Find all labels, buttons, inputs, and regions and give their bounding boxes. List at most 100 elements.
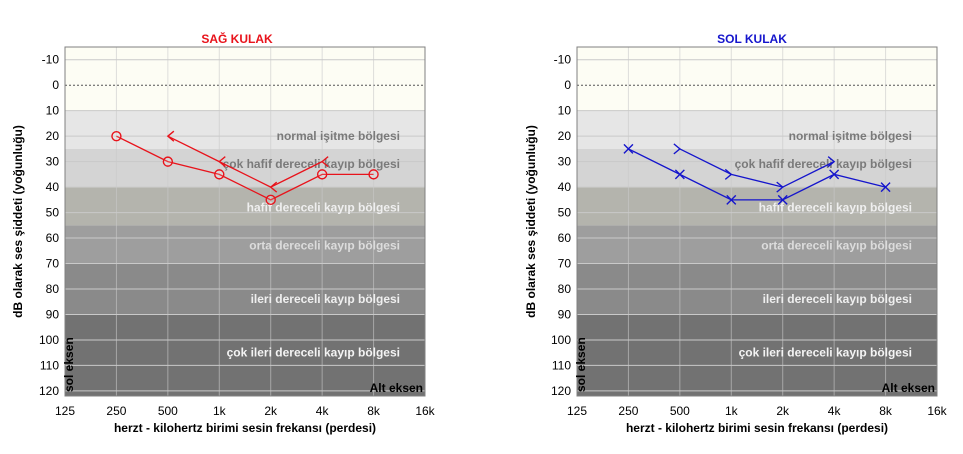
plot-frame	[64, 46, 426, 397]
y-axis-label: dB olarak ses şiddeti (yoğunluğu)	[11, 125, 25, 318]
x-tick-label: 2k	[264, 404, 278, 418]
zone-band	[65, 187, 425, 226]
chart-title: SAĞ KULAK	[201, 31, 273, 46]
zone-label: normal işitme bölgesi	[789, 129, 912, 143]
data-point-x	[777, 194, 788, 205]
x-tick-label: 16k	[927, 404, 947, 418]
y-tick-label: 90	[558, 307, 572, 321]
data-point-bracket	[269, 181, 278, 193]
x-tick-label: 4k	[828, 404, 842, 418]
y-tick-label: 110	[40, 358, 59, 372]
zone-label: çok hafif dereceli kayıp bölgesi	[735, 157, 912, 171]
x-tick-label: 500	[158, 404, 178, 418]
y-tick-label: 40	[46, 180, 60, 194]
data-point-x	[829, 169, 840, 180]
data-point-bracket	[218, 156, 226, 168]
y-axis-label: dB olarak ses şiddeti (yoğunluğu)	[524, 125, 538, 318]
y-tick-label: 20	[46, 129, 60, 143]
y-tick-label: 60	[558, 231, 572, 245]
y-tick-label: 70	[558, 257, 572, 271]
bottom-axis-corner-label: Alt eksen	[370, 381, 423, 395]
zone-label: çok ileri dereceli kayıp bölgesi	[227, 346, 400, 360]
zone-label: ileri dereceli kayıp bölgesi	[763, 292, 912, 306]
data-point-bracket	[724, 168, 733, 180]
x-tick-label: 250	[106, 404, 126, 418]
series-line-bracket-right	[679, 148, 835, 188]
left-axis-corner-label: sol eksen	[62, 337, 76, 392]
data-point-x	[623, 143, 634, 154]
y-tick-label: 50	[46, 206, 60, 220]
x-axis-label: herzt - kilohertz birimi sesin frekansı …	[114, 421, 376, 435]
y-tick-label: 20	[558, 129, 572, 143]
bottom-axis-corner-label: Alt eksen	[882, 381, 935, 395]
zone-band	[65, 110, 425, 149]
data-point-circle	[214, 169, 225, 180]
data-point-circle	[316, 169, 328, 180]
x-tick-label: 4k	[316, 404, 330, 418]
y-tick-label: 60	[46, 231, 60, 245]
zone-band	[65, 314, 425, 396]
series-line-circle	[116, 135, 374, 201]
zone-label: normal işitme bölgesi	[277, 129, 400, 143]
data-point-bracket	[776, 181, 784, 193]
x-tick-label: 8k	[367, 404, 381, 418]
y-tick-label: 0	[564, 78, 571, 92]
audiogram-panel-1: normal işitme bölgesi çok hafif dereceli …	[524, 32, 948, 435]
y-tick-label: 30	[46, 155, 60, 169]
zone-label: orta dereceli kayıp bölgesi	[249, 239, 400, 253]
plot-frame	[576, 46, 938, 397]
x-tick-label: 500	[670, 404, 690, 418]
y-tick-label: 90	[46, 307, 60, 321]
left-axis-corner-label: sol eksen	[574, 337, 588, 392]
zone-band	[577, 187, 937, 226]
zone-band	[65, 225, 425, 264]
x-tick-label: 16k	[415, 404, 435, 418]
zone-label: ileri dereceli kayıp bölgesi	[251, 292, 400, 306]
y-tick-label: -10	[554, 53, 572, 67]
data-point-circle	[368, 169, 379, 180]
y-tick-label: 10	[46, 104, 60, 118]
zone-label: orta dereceli kayıp bölgesi	[761, 239, 912, 253]
zone-band	[577, 314, 937, 396]
x-tick-label: 1k	[213, 404, 227, 418]
y-tick-label: 120	[551, 384, 571, 398]
x-tick-label: 125	[567, 404, 587, 418]
zone-band	[577, 110, 937, 149]
audiogram-panel-0: normal işitme bölgesi çok hafif dereceli …	[11, 31, 436, 435]
x-tick-label: 8k	[879, 404, 893, 418]
series-line-bracket-left	[167, 135, 323, 188]
y-tick-label: 70	[46, 257, 60, 271]
data-point-bracket	[166, 130, 175, 142]
zone-label: çok hafif dereceli kayıp bölgesi	[223, 157, 400, 171]
series-line-x	[628, 148, 886, 201]
x-tick-label: 1k	[725, 404, 739, 418]
data-point-bracket	[321, 156, 329, 168]
zone-band	[577, 47, 937, 111]
y-tick-label: 100	[551, 333, 571, 347]
y-tick-label: 120	[39, 384, 59, 398]
data-point-circle	[162, 156, 174, 167]
y-tick-label: 80	[558, 282, 572, 296]
data-point-x	[674, 169, 685, 180]
zone-label: çok ileri dereceli kayıp bölgesi	[739, 346, 912, 360]
y-tick-label: 40	[558, 180, 572, 194]
x-axis-label: herzt - kilohertz birimi sesin frekansı …	[626, 421, 888, 435]
zone-label: hafif dereceli kayıp bölgesi	[759, 200, 912, 214]
zone-band	[65, 148, 425, 188]
y-tick-label: 50	[558, 206, 572, 220]
y-tick-label: 30	[558, 155, 572, 169]
y-tick-label: 110	[552, 358, 571, 372]
data-point-x	[880, 182, 891, 193]
zone-band	[577, 225, 937, 264]
x-tick-label: 2k	[776, 404, 790, 418]
data-point-circle	[265, 194, 276, 206]
y-tick-label: 80	[46, 282, 60, 296]
zone-label: hafif dereceli kayıp bölgesi	[247, 200, 400, 214]
y-tick-label: -10	[42, 53, 60, 67]
x-tick-label: 250	[618, 404, 638, 418]
data-point-circle	[111, 130, 122, 142]
zone-band	[65, 47, 425, 111]
data-point-bracket	[827, 156, 836, 168]
y-tick-label: 10	[558, 104, 572, 118]
